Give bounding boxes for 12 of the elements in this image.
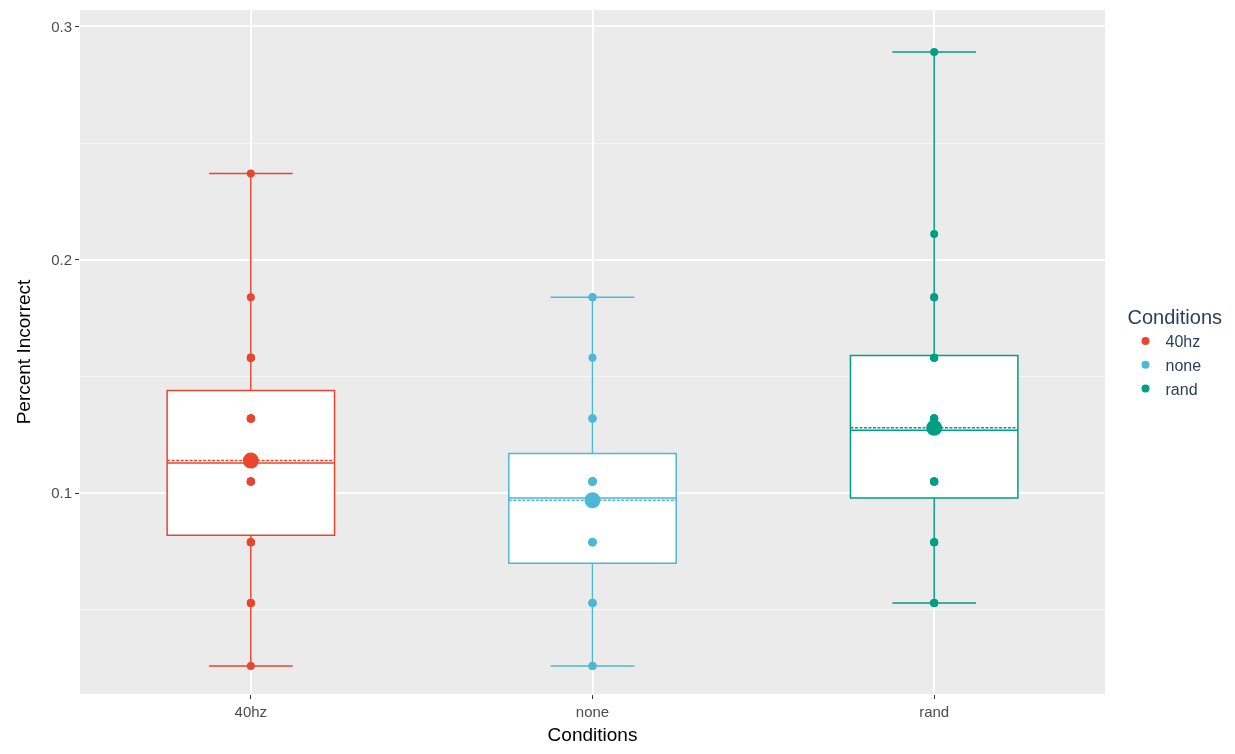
legend-label: rand: [1165, 380, 1198, 398]
x-axis-title: Conditions: [547, 723, 638, 745]
y-tick-label: 0.2: [51, 251, 72, 269]
legend-title: Conditions: [1127, 306, 1223, 328]
y-tick-label: 0.1: [51, 484, 72, 502]
y-tick-label: 0.3: [51, 17, 72, 35]
y-axis-title: Percent Incorrect: [12, 278, 34, 425]
x-tick-label: none: [575, 703, 610, 720]
legend-label: none: [1165, 356, 1202, 374]
x-tick-label: rand: [919, 703, 950, 720]
x-tick-label: 40hz: [234, 703, 268, 720]
legend-label: 40hz: [1165, 333, 1201, 351]
